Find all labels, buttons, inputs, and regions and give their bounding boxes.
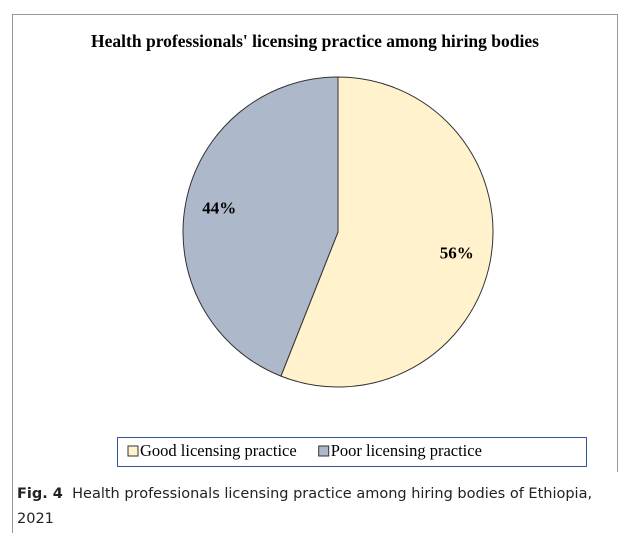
pie-slice bbox=[280, 76, 494, 388]
legend-label: Poor licensing practice bbox=[331, 441, 482, 460]
data-label: 44% bbox=[202, 198, 236, 217]
legend-swatch bbox=[127, 445, 139, 457]
chart-title: Health professionals' licensing practice… bbox=[91, 31, 539, 51]
caption-label: Fig. 4 bbox=[17, 486, 63, 502]
caption: Fig. 4 Health professionals licensing pr… bbox=[17, 482, 622, 532]
legend-box bbox=[117, 437, 587, 467]
legend-swatch bbox=[318, 445, 330, 457]
legend-label: Good licensing practice bbox=[140, 441, 297, 460]
caption-text: Health professionals licensing practice … bbox=[17, 486, 593, 527]
pie-slice bbox=[182, 76, 339, 377]
data-label: 56% bbox=[440, 244, 474, 263]
